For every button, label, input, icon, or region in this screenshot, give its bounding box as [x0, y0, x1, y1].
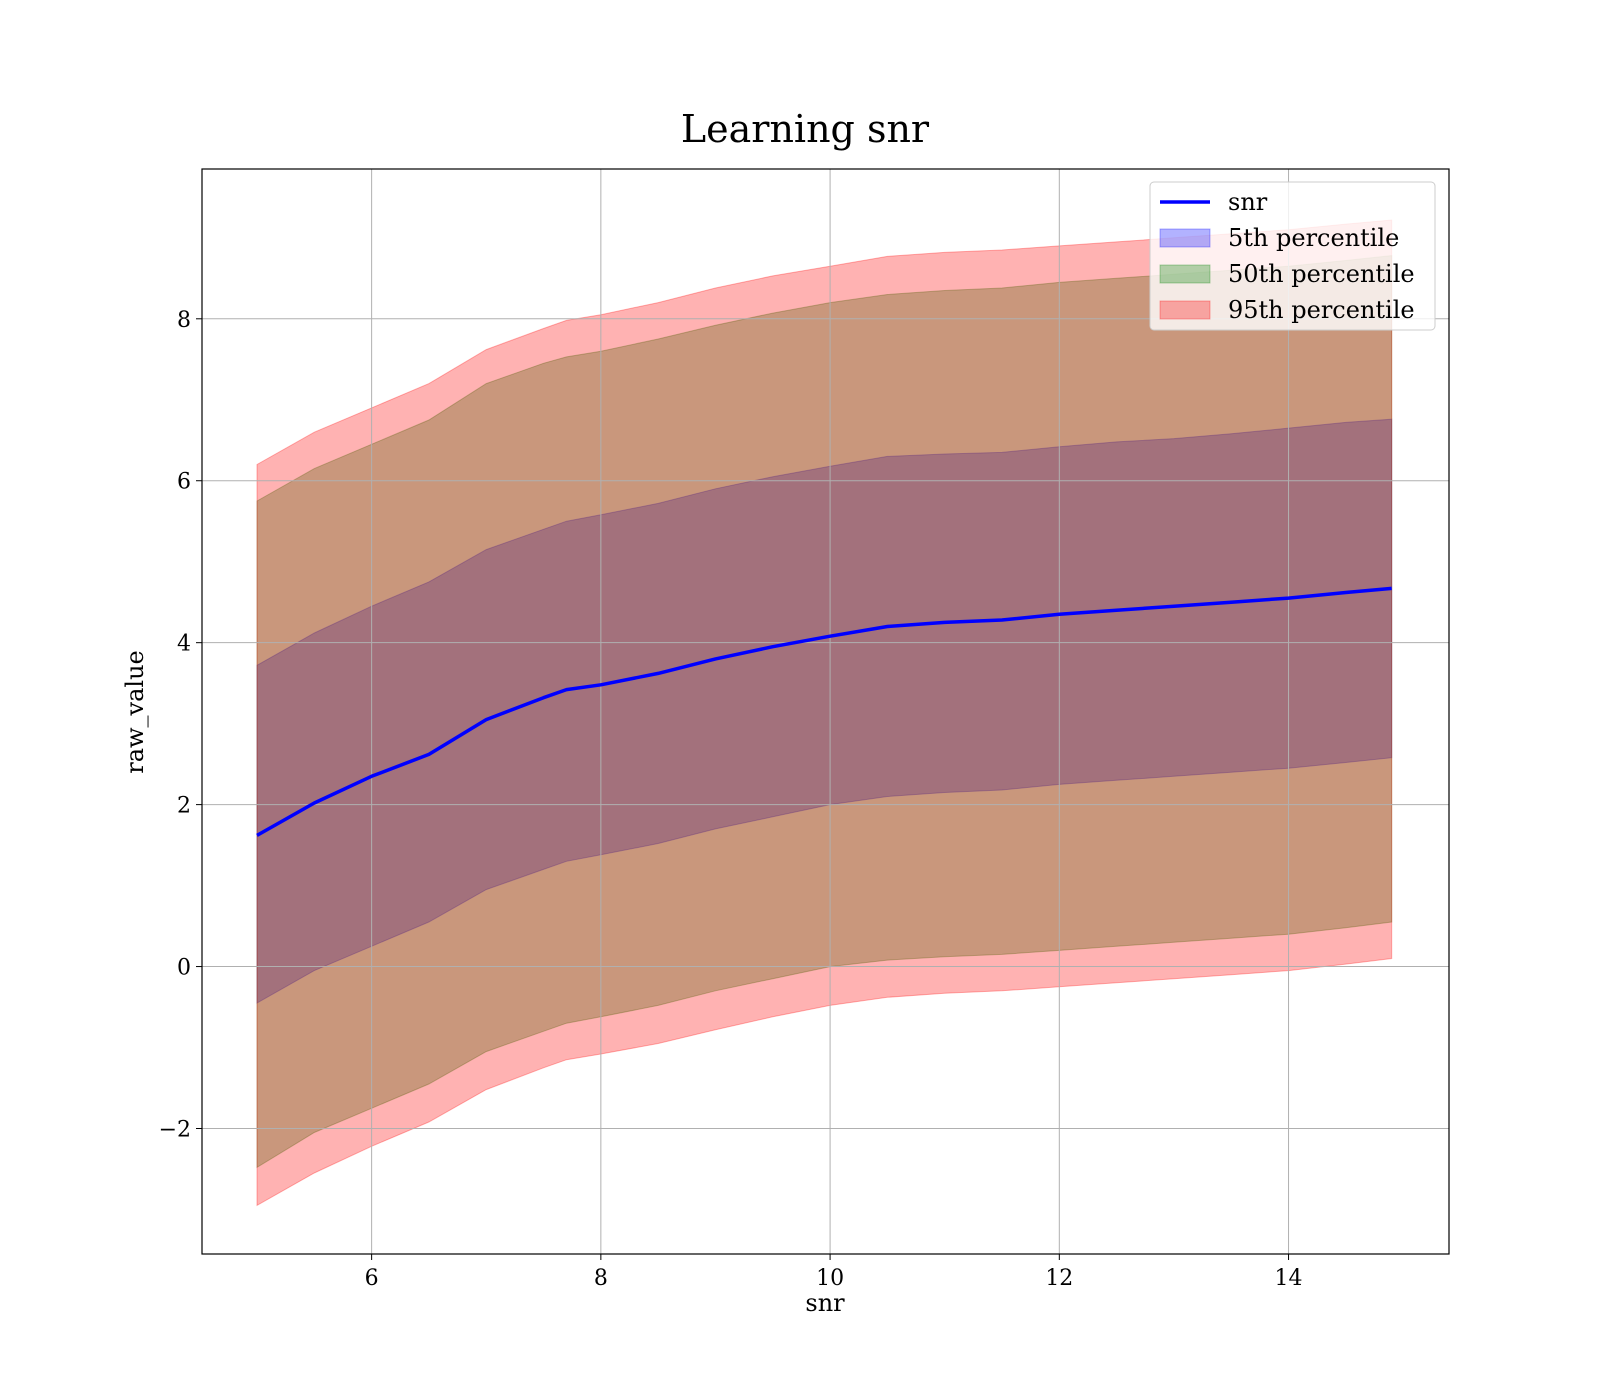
y-tick-label: 0: [177, 956, 191, 981]
y-axis-label: raw_value: [121, 650, 149, 774]
legend-box: [1149, 181, 1436, 331]
y-tick-label: 2: [177, 794, 191, 819]
series-line-snr: [256, 586, 1392, 837]
plot-frame: [201, 168, 1450, 1255]
band-5th-percentile: [256, 418, 1393, 1004]
y-tick-label: 8: [177, 308, 191, 333]
legend-label: snr: [1228, 188, 1268, 216]
legend-label: 5th percentile: [1228, 224, 1399, 252]
x-tick-label: 12: [1045, 1266, 1073, 1291]
y-tick-label: −2: [159, 1117, 191, 1142]
band-95th-percentile: [256, 219, 1393, 1207]
y-tick-label: 4: [177, 632, 191, 657]
plot-area: 6 8 10 12 14 −2 0 2 4 6 8: [159, 169, 1449, 1291]
legend-swatch-95th-percentile: [1159, 300, 1211, 320]
legend: snr 5th percentile 50th percentile 95th per…: [1149, 181, 1436, 331]
x-tick-label: 8: [594, 1266, 608, 1291]
x-axis-label: snr: [805, 1289, 845, 1317]
band-50th-percentile: [256, 255, 1393, 1169]
legend-label: 50th percentile: [1228, 260, 1415, 288]
x-tick-label: 10: [816, 1266, 844, 1291]
x-tick-label: 14: [1275, 1266, 1303, 1291]
chart-title: Learning snr: [681, 107, 930, 151]
legend-swatch-5th-percentile: [1159, 228, 1211, 248]
x-tick-label: 6: [365, 1266, 379, 1291]
legend-swatch-50th-percentile: [1159, 264, 1211, 284]
y-tick-label: 6: [177, 470, 191, 495]
legend-label: 95th percentile: [1228, 296, 1415, 324]
